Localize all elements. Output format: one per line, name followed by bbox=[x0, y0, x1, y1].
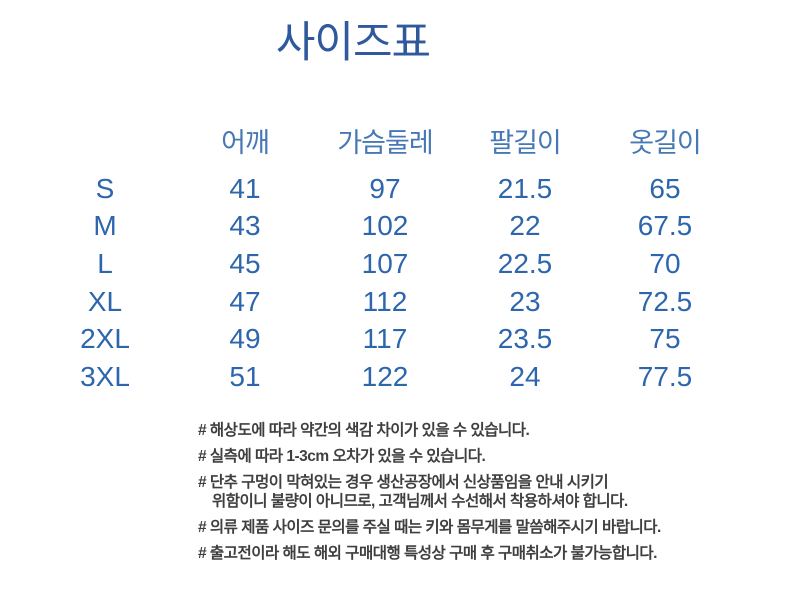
cell-xl-shoulder: 47 bbox=[229, 285, 261, 317]
cell-3xl-sleeve: 24 bbox=[509, 360, 541, 392]
cell-2xl-shoulder: 49 bbox=[229, 323, 261, 355]
size-table: 어깨 가슴둘레 팔길이 옷길이 S 41 97 21.5 65 M 43 102… bbox=[35, 110, 735, 396]
cell-s-length: 65 bbox=[649, 172, 681, 204]
cell-m-shoulder: 43 bbox=[229, 210, 261, 242]
size-label-xl: XL bbox=[87, 285, 123, 317]
cell-l-shoulder: 45 bbox=[229, 247, 261, 279]
cell-3xl-length: 77.5 bbox=[637, 360, 693, 392]
cell-m-length: 67.5 bbox=[637, 210, 693, 242]
cell-xl-chest: 112 bbox=[362, 285, 408, 317]
cell-m-sleeve: 22 bbox=[509, 210, 541, 242]
size-label-m: M bbox=[93, 210, 117, 242]
cell-s-shoulder: 41 bbox=[229, 172, 261, 204]
note-measurement-tolerance: # 실측에 따라 1-3cm 오차가 있을 수 있습니다. bbox=[198, 448, 486, 465]
cell-2xl-sleeve: 23.5 bbox=[497, 323, 553, 355]
size-label-l: L bbox=[97, 247, 113, 279]
cell-xl-length: 72.5 bbox=[637, 285, 693, 317]
note-color-difference: # 해상도에 따라 약간의 색감 차이가 있을 수 있습니다. bbox=[198, 422, 530, 439]
cell-m-chest: 102 bbox=[361, 210, 409, 242]
column-header-sleeve: 팔길이 bbox=[489, 127, 562, 158]
note-buttonhole-line1: # 단추 구멍이 막혀있는 경우 생산공장에서 신상품임을 안내 시키기 bbox=[198, 474, 609, 491]
cell-3xl-chest: 122 bbox=[361, 360, 409, 392]
cell-2xl-length: 75 bbox=[649, 323, 681, 355]
page-title: 사이즈표 bbox=[275, 19, 431, 67]
cell-s-chest: 97 bbox=[369, 172, 401, 204]
cell-3xl-shoulder: 51 bbox=[229, 360, 261, 392]
disclaimer-notes: # 해상도에 따라 약간의 색감 차이가 있을 수 있습니다. # 실측에 따라… bbox=[198, 421, 768, 570]
column-header-chest: 가슴둘레 bbox=[337, 127, 433, 158]
note-size-inquiry: # 의류 제품 사이즈 문의를 주실 때는 키와 몸무게를 말씀해주시기 바랍니… bbox=[198, 519, 661, 536]
size-label-2xl: 2XL bbox=[80, 323, 130, 355]
cell-l-chest: 107 bbox=[361, 247, 409, 279]
cell-s-sleeve: 21.5 bbox=[497, 172, 553, 204]
note-buttonhole-line2: 위함이니 불량이 아니므로, 고객님께서 수선해서 착용하셔야 합니다. bbox=[212, 493, 628, 510]
size-label-3xl: 3XL bbox=[80, 360, 130, 392]
column-header-shoulder: 어깨 bbox=[221, 127, 270, 158]
cell-l-sleeve: 22.5 bbox=[497, 247, 553, 279]
note-cancellation-policy: # 출고전이라 해도 해외 구매대행 특성상 구매 후 구매취소가 불가능합니다… bbox=[198, 545, 658, 562]
column-header-length: 옷길이 bbox=[629, 127, 702, 158]
cell-xl-sleeve: 23 bbox=[509, 285, 541, 317]
table-corner-cell bbox=[35, 110, 175, 170]
size-label-s: S bbox=[95, 172, 115, 204]
cell-2xl-chest: 117 bbox=[362, 323, 408, 355]
cell-l-length: 70 bbox=[649, 247, 681, 279]
